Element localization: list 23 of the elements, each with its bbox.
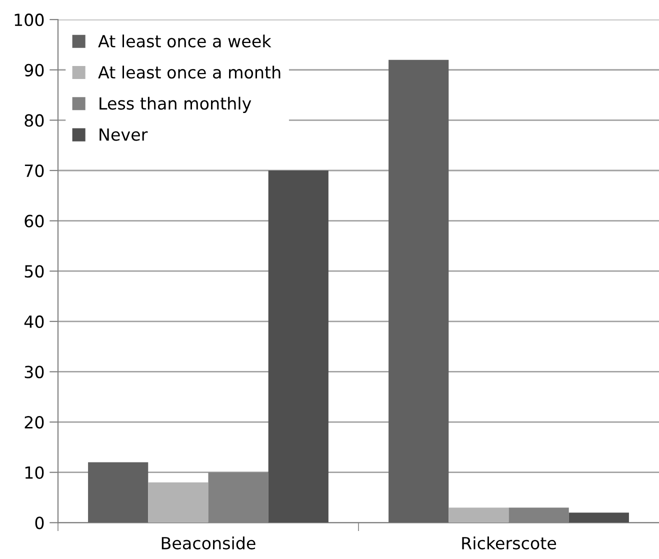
legend-label: At least once a week bbox=[98, 34, 272, 48]
y-tick-label: 80 bbox=[24, 114, 44, 127]
legend-label: At least once a month bbox=[98, 66, 280, 79]
y-tick-label: 60 bbox=[24, 214, 44, 228]
y-tick-label: 50 bbox=[24, 265, 44, 278]
y-tick-label: 100 bbox=[14, 14, 44, 26]
y-tick-label: 30 bbox=[24, 366, 44, 378]
y-tick-label: 10 bbox=[25, 466, 44, 479]
y-tick-label: 20 bbox=[24, 416, 44, 429]
y-tick-label: 90 bbox=[24, 64, 44, 76]
y-tick-label: 40 bbox=[24, 315, 44, 328]
legend-label: Less than monthly bbox=[100, 96, 252, 113]
bar bbox=[568, 512, 629, 523]
x-tick-label: Rickerscote bbox=[462, 536, 556, 550]
bar bbox=[448, 508, 509, 523]
bar bbox=[88, 462, 148, 523]
x-tick-label: Beaconside bbox=[162, 536, 256, 550]
bar bbox=[268, 170, 328, 523]
y-tick-label: 0 bbox=[35, 516, 44, 530]
bar bbox=[148, 482, 208, 523]
y-tick-label: 70 bbox=[24, 164, 44, 178]
bar bbox=[388, 60, 449, 523]
legend-label: Never bbox=[100, 128, 148, 141]
